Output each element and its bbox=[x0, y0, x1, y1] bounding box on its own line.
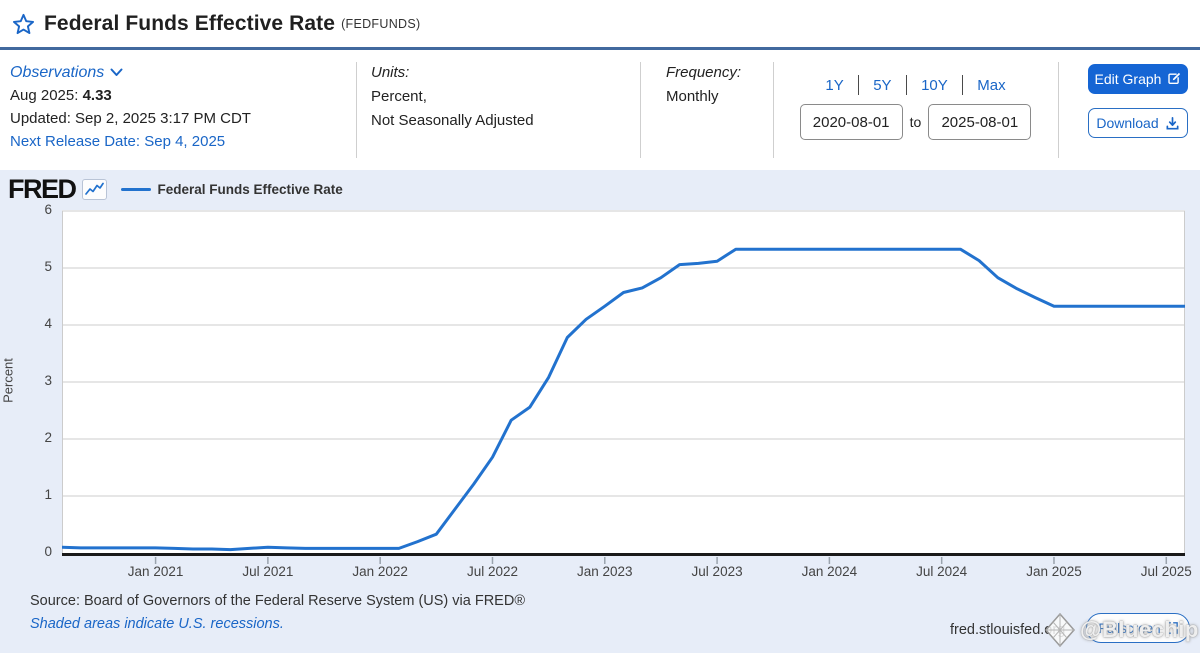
units-label: Units: bbox=[371, 64, 410, 81]
next-release-link[interactable]: Next Release Date: Sep 4, 2025 bbox=[10, 133, 226, 150]
line-chart-icon bbox=[81, 179, 107, 200]
edit-graph-label: Edit Graph bbox=[1094, 71, 1162, 87]
observations-panel: Observations Aug 2025: 4.33 Updated: Sep… bbox=[10, 61, 251, 153]
page-header: Federal Funds Effective Rate (FEDFUNDS) bbox=[0, 0, 1200, 47]
source-attribution: Source: Board of Governors of the Federa… bbox=[30, 593, 526, 609]
preset-separator bbox=[961, 75, 964, 95]
x-tick-label: Jan 2022 bbox=[352, 564, 408, 579]
frequency-value: Monthly bbox=[666, 88, 719, 105]
edit-icon bbox=[1168, 72, 1181, 84]
observations-dropdown[interactable]: Observations bbox=[10, 61, 123, 84]
date-range-panel: 1Y 5Y 10Y Max to bbox=[773, 50, 1058, 170]
y-tick-label: 5 bbox=[44, 259, 52, 274]
to-label: to bbox=[909, 114, 922, 130]
range-preset-max[interactable]: Max bbox=[977, 76, 1006, 94]
page-title: Federal Funds Effective Rate bbox=[44, 11, 336, 35]
header-divider bbox=[0, 47, 1200, 50]
series-ticker: (FEDFUNDS) bbox=[341, 16, 421, 31]
units-value-line1: Percent, bbox=[371, 88, 427, 105]
x-tick-label: Jul 2022 bbox=[466, 564, 518, 579]
x-tick-label: Jan 2024 bbox=[801, 564, 858, 579]
x-tick-label: Jan 2023 bbox=[577, 564, 633, 579]
observations-label: Observations bbox=[10, 64, 105, 81]
range-preset-1y[interactable]: 1Y bbox=[825, 76, 844, 94]
x-tick-label: Jul 2021 bbox=[242, 564, 294, 579]
divider bbox=[640, 62, 641, 158]
fullscreen-label: Fullscreen bbox=[1098, 620, 1161, 636]
download-button[interactable]: Download bbox=[1088, 108, 1188, 138]
latest-value: 4.33 bbox=[82, 87, 112, 104]
frequency-label: Frequency: bbox=[666, 64, 742, 81]
y-tick-label: 3 bbox=[44, 373, 52, 388]
preset-separator bbox=[857, 75, 860, 95]
y-tick-label: 6 bbox=[44, 202, 52, 217]
range-preset-5y[interactable]: 5Y bbox=[873, 76, 892, 94]
fred-url: fred.stlouisfed.org bbox=[950, 622, 1066, 638]
legend-series-label: Federal Funds Effective Rate bbox=[157, 182, 343, 197]
divider bbox=[773, 62, 774, 158]
units-value-line2: Not Seasonally Adjusted bbox=[371, 112, 534, 129]
y-tick-label: 4 bbox=[44, 316, 52, 331]
x-tick-label: Jan 2021 bbox=[127, 564, 184, 579]
edit-graph-button[interactable]: Edit Graph bbox=[1088, 64, 1188, 94]
end-date-input[interactable] bbox=[928, 104, 1032, 140]
latest-observation: Aug 2025: 4.33 bbox=[10, 87, 112, 104]
chevron-down-icon bbox=[110, 68, 123, 76]
y-tick-label: 2 bbox=[44, 430, 52, 445]
legend-line-swatch bbox=[120, 187, 151, 192]
download-label: Download bbox=[1096, 115, 1159, 131]
fullscreen-button[interactable]: Fullscreen bbox=[1086, 613, 1190, 643]
frequency-panel: Frequency: Monthly bbox=[666, 61, 741, 109]
x-tick-label: Jul 2023 bbox=[691, 564, 743, 579]
fred-logo: FRED bbox=[8, 174, 77, 204]
chart-section: FRED Federal Funds Effective Rate Percen… bbox=[0, 170, 1200, 653]
recessions-note-link[interactable]: Shaded areas indicate U.S. recessions. bbox=[30, 616, 284, 632]
download-icon bbox=[1166, 116, 1179, 129]
y-tick-label: 0 bbox=[44, 544, 52, 559]
x-tick-label: Jan 2025 bbox=[1026, 564, 1082, 579]
graph-brand-row: FRED Federal Funds Effective Rate bbox=[8, 174, 343, 205]
favorite-star-icon[interactable] bbox=[10, 11, 36, 37]
range-preset-10y[interactable]: 10Y bbox=[921, 76, 948, 94]
info-bar: Observations Aug 2025: 4.33 Updated: Sep… bbox=[0, 50, 1200, 170]
action-buttons: Edit Graph Download bbox=[1088, 64, 1188, 138]
date-range-row: to bbox=[773, 104, 1058, 140]
start-date-input[interactable] bbox=[799, 104, 903, 140]
updated-timestamp: Updated: Sep 2, 2025 3:17 PM CDT bbox=[10, 110, 251, 127]
plot-area[interactable] bbox=[62, 210, 1185, 566]
fullscreen-icon bbox=[1165, 622, 1178, 634]
x-tick-label: Jul 2025 bbox=[1140, 564, 1192, 579]
y-tick-label: 1 bbox=[44, 487, 52, 502]
divider bbox=[1058, 62, 1059, 158]
preset-separator bbox=[905, 75, 908, 95]
divider bbox=[356, 62, 357, 158]
x-tick-label: Jul 2024 bbox=[916, 564, 968, 579]
units-panel: Units: Percent, Not Seasonally Adjusted bbox=[371, 61, 534, 133]
range-presets: 1Y 5Y 10Y Max bbox=[773, 75, 1058, 95]
